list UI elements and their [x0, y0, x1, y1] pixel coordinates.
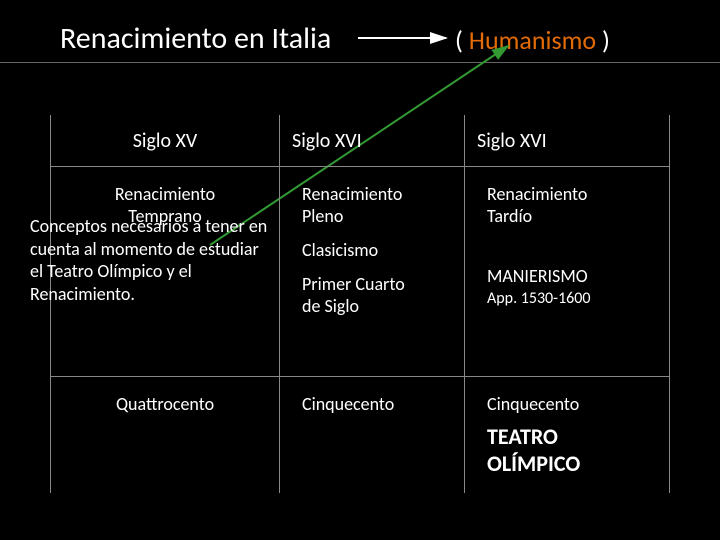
foot-col3: Cinquecento TEATRO OLÍMPICO	[465, 377, 670, 493]
vline	[50, 377, 51, 493]
vline	[669, 377, 670, 493]
foot-col3-text: Cinquecento	[487, 393, 658, 415]
col2-renacimiento: Renacimiento	[302, 183, 453, 205]
col3-tardio: Tardío	[487, 205, 658, 227]
col1-renacimiento: Renacimiento	[62, 183, 268, 205]
table-header-row: Siglo XV Siglo XVI Siglo XVI	[50, 115, 670, 167]
paren-open: (	[455, 24, 463, 56]
foot-col1: Quattrocento	[50, 377, 280, 493]
teatro-olimpico-1: TEATRO	[487, 423, 658, 450]
vline	[669, 115, 670, 167]
header-col1-text: Siglo XV	[133, 129, 198, 153]
foot-col1-text: Quattrocento	[116, 393, 214, 415]
header-col1: Siglo XV	[50, 115, 280, 167]
foot-col2: Cinquecento	[280, 377, 465, 493]
header-col2: Siglo XVI	[280, 115, 465, 167]
title-rule	[0, 62, 720, 63]
humanismo-word: Humanismo	[469, 24, 596, 56]
table-footer-row: Quattrocento Cinquecento Cinquecento TEA…	[50, 377, 670, 493]
slide-title: Renacimiento en Italia	[60, 20, 331, 57]
vline	[50, 115, 51, 167]
humanismo-label: ( Humanismo )	[455, 24, 610, 56]
col2-pleno: Pleno	[302, 205, 453, 227]
col2-primer-cuarto-1: Primer Cuarto	[302, 273, 453, 295]
col2-primer-cuarto-2: de Siglo	[302, 295, 453, 317]
col3-manierismo: MANIERISMO	[487, 265, 658, 287]
col3-app-date: App. 1530-1600	[487, 289, 658, 308]
paren-close: )	[602, 24, 610, 56]
conceptos-paragraph: Conceptos necesarios a tener en cuenta a…	[30, 215, 275, 305]
col2-clasicismo: Clasicismo	[302, 239, 453, 261]
slide: Renacimiento en Italia ( Humanismo ) Sig…	[0, 0, 720, 540]
teatro-olimpico-2: OLÍMPICO	[487, 450, 658, 477]
body-col2: Renacimiento Pleno Clasicismo Primer Cua…	[280, 167, 465, 377]
header-col3-text: Siglo XVI	[477, 129, 547, 153]
body-col3: Renacimiento Tardío MANIERISMO App. 1530…	[465, 167, 670, 377]
vline	[669, 167, 670, 377]
col3-renacimiento: Renacimiento	[487, 183, 658, 205]
header-col2-text: Siglo XVI	[292, 129, 362, 153]
foot-col2-text: Cinquecento	[302, 393, 394, 415]
header-col3: Siglo XVI	[465, 115, 670, 167]
